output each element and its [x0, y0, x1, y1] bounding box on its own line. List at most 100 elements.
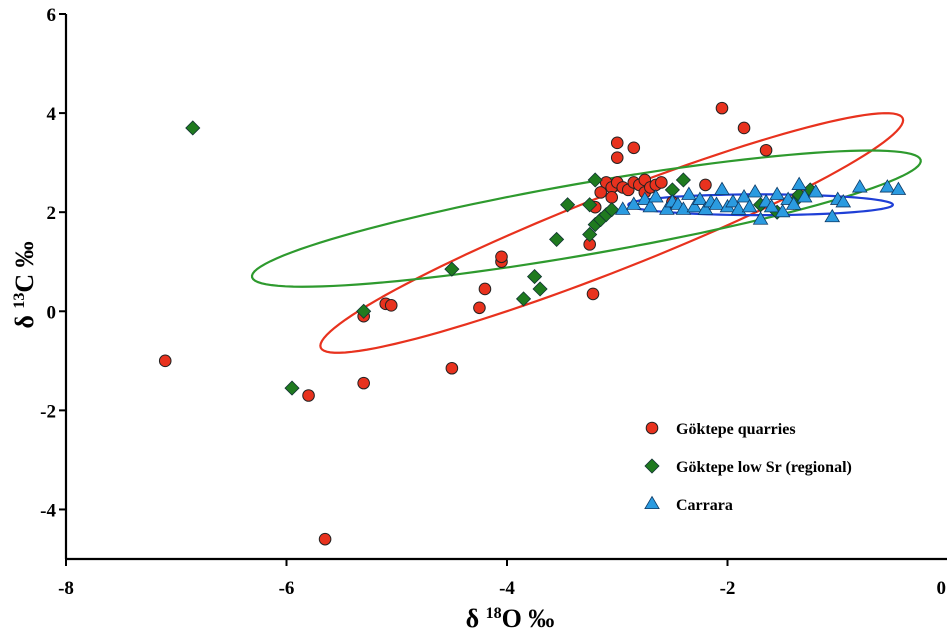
data-point-triangle	[785, 196, 802, 210]
x-tick-label: -6	[279, 578, 295, 599]
data-point-triangle	[642, 198, 659, 213]
data-point-diamond	[604, 202, 620, 218]
data-point-triangle	[697, 201, 714, 215]
data-point-circle	[605, 191, 619, 204]
data-point-diamond	[560, 197, 576, 213]
x-tick-label: -2	[720, 578, 736, 599]
data-point-triangle	[625, 196, 642, 210]
y-axis-label-prefix: δ	[10, 309, 39, 329]
x-axis-label: δ 18O ‰	[466, 604, 555, 632]
data-point-circle	[610, 151, 624, 164]
data-point-circle	[737, 121, 751, 135]
y-axis-label-sup: 13	[11, 293, 28, 309]
legend-item-carrara: Carrara	[644, 495, 733, 514]
data-point-circle	[627, 141, 641, 155]
x-tick-label: -4	[499, 578, 515, 599]
data-point-triangle	[659, 201, 675, 215]
data-point-circle	[318, 532, 332, 546]
data-point-triangle	[708, 196, 725, 210]
data-point-triangle	[879, 179, 896, 193]
data-point-circle	[445, 361, 459, 375]
data-point-diamond	[526, 269, 543, 285]
y-axis-label: δ 13C ‰	[10, 241, 39, 328]
data-point-diamond	[532, 281, 548, 297]
data-point-diamond	[515, 291, 532, 307]
data-point-diamond	[675, 172, 691, 188]
data-point-triangle	[714, 181, 730, 195]
data-point-triangle	[730, 201, 747, 215]
data-point-diamond	[582, 226, 598, 243]
y-tick-label: 2	[47, 203, 57, 224]
data-point-triangle	[851, 179, 868, 193]
data-point-triangle	[648, 189, 664, 203]
x-tick-label: -8	[58, 578, 74, 599]
data-point-diamond	[185, 120, 201, 136]
x-axis-label-main: O ‰	[502, 604, 555, 632]
legend-label: Göktepe low Sr (regional)	[676, 459, 852, 476]
data-point-circle	[158, 354, 172, 368]
x-axis-label-prefix: δ	[466, 604, 486, 632]
legend-marker-triangle	[644, 495, 660, 510]
data-point-triangle	[763, 198, 780, 213]
data-point-triangle	[890, 181, 907, 195]
data-point-diamond	[549, 231, 565, 247]
data-point-circle	[302, 389, 315, 402]
ellipse-carrara	[627, 193, 895, 217]
legend-label: Carrara	[676, 497, 733, 514]
data-point-diamond	[444, 261, 460, 277]
data-point-circle	[699, 178, 712, 192]
data-point-circle	[357, 376, 370, 390]
data-point-triangle	[774, 203, 791, 218]
data-point-diamond	[582, 197, 598, 213]
data-point-triangle	[675, 201, 692, 215]
axes	[64, 14, 947, 561]
data-point-circle	[655, 176, 668, 189]
legend-label: Göktepe quarries	[676, 421, 796, 438]
data-point-circle	[478, 282, 492, 296]
data-point-triangle	[681, 186, 697, 200]
data-point-circle	[473, 301, 486, 315]
y-tick-label: -2	[40, 401, 56, 422]
data-point-triangle	[686, 198, 703, 213]
series-g-ktepe-low-sr-regional	[185, 120, 818, 396]
data-point-triangle	[791, 176, 807, 190]
legend-marker-diamond	[644, 458, 660, 474]
data-point-circle	[495, 250, 508, 264]
data-point-diamond	[587, 172, 603, 188]
data-point-triangle	[752, 211, 769, 225]
legend-item-g-ktepe-quarries: Göktepe quarries	[645, 421, 796, 438]
data-point-circle	[384, 299, 398, 312]
legend-item-g-ktepe-low-sr-regional: Göktepe low Sr (regional)	[644, 458, 852, 476]
data-point-circle	[759, 143, 773, 157]
data-point-triangle	[614, 201, 631, 215]
data-point-triangle	[796, 189, 813, 203]
ellipse-g-ktepe-low-sr-regional	[250, 149, 922, 288]
y-axis-label-main: C ‰	[10, 241, 39, 292]
data-point-circle	[586, 287, 600, 301]
x-axis-label-sup: 18	[486, 605, 502, 622]
data-point-circle	[594, 186, 608, 199]
y-tick-label: 4	[47, 104, 57, 125]
y-tick-label: 6	[47, 5, 57, 26]
data-point-triangle	[807, 184, 824, 198]
data-point-triangle	[741, 198, 758, 213]
data-point-triangle	[636, 191, 653, 205]
data-point-triangle	[736, 189, 752, 203]
data-point-triangle	[692, 191, 708, 205]
data-point-triangle	[725, 193, 741, 208]
ellipse-g-ktepe-quarries	[319, 112, 905, 354]
data-point-diamond	[356, 303, 372, 319]
data-points	[158, 101, 907, 546]
x-tick-label: 0	[937, 578, 947, 599]
data-point-circle	[715, 101, 729, 115]
y-tick-label: -4	[40, 500, 56, 521]
ticks: -8 -6 -4 -2 0 -4 -2 0 2 4 6	[40, 5, 947, 599]
series-carrara	[614, 176, 907, 225]
data-point-diamond	[284, 380, 300, 396]
data-point-triangle	[747, 184, 763, 198]
data-point-triangle	[835, 193, 852, 208]
data-point-triangle	[769, 186, 785, 200]
y-tick-label: 0	[47, 302, 57, 323]
legend-marker-circle	[645, 421, 659, 435]
